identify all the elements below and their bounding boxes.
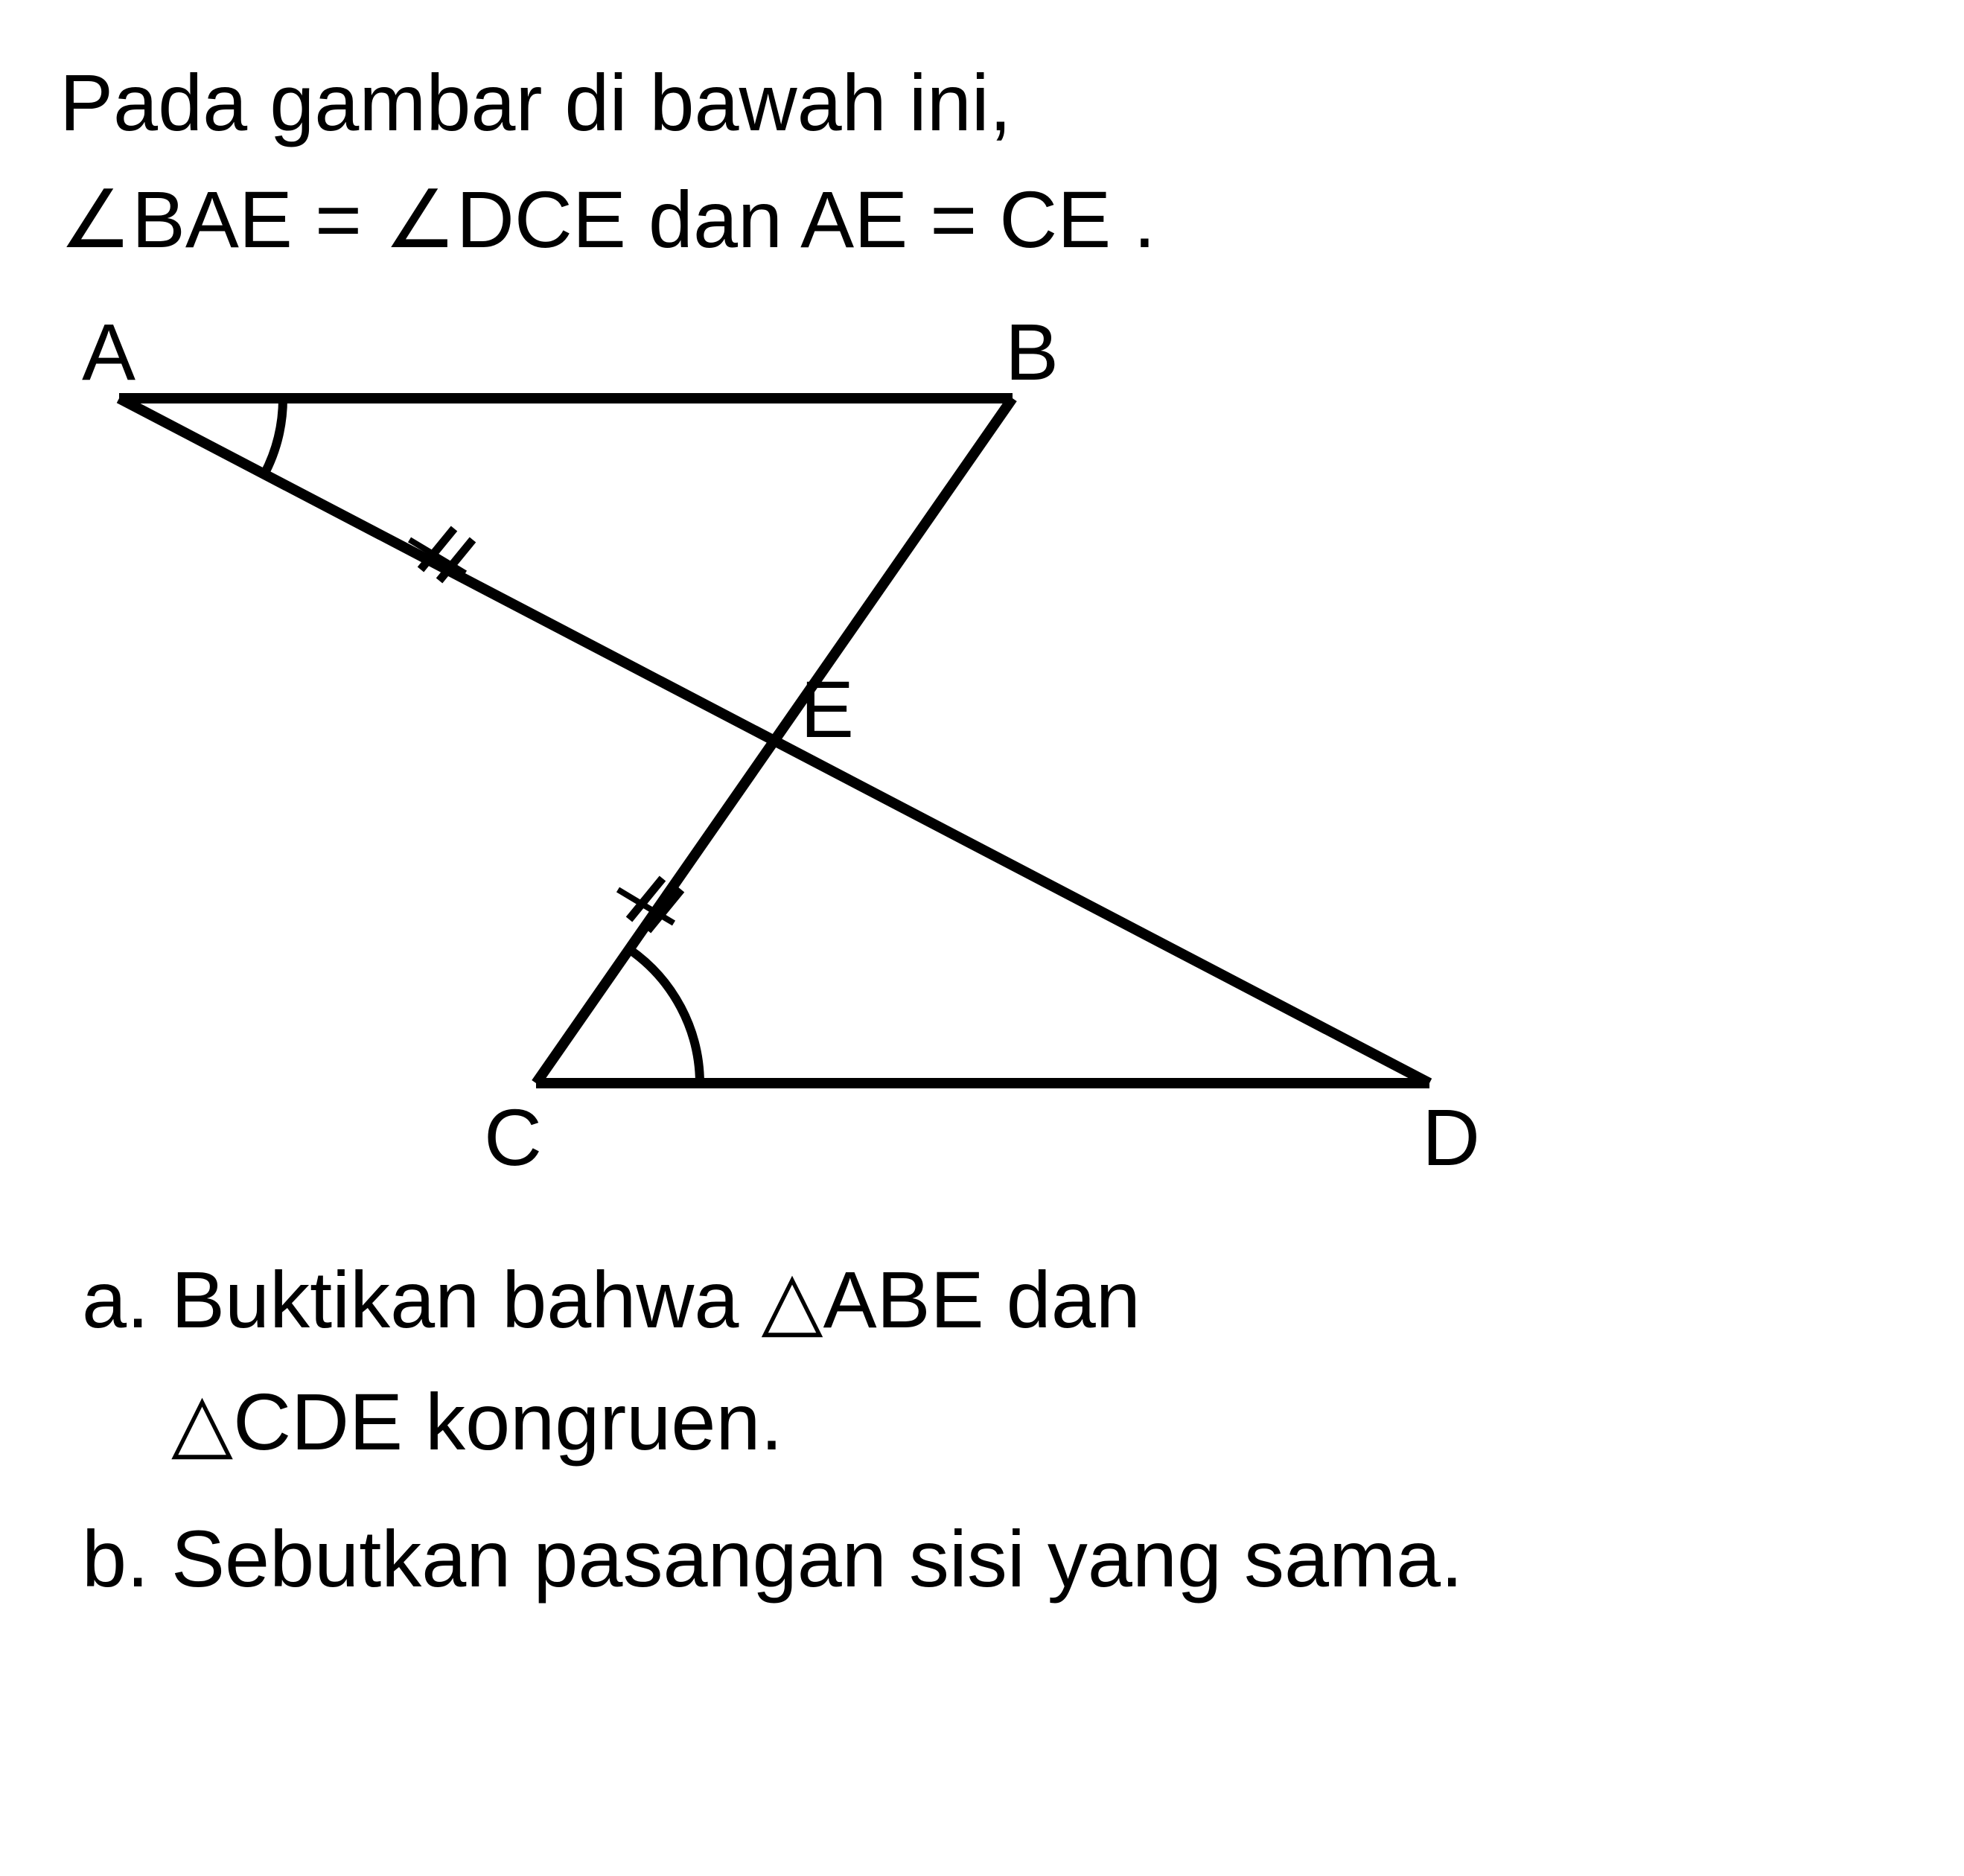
problem-line1: Pada gambar di bawah ini, — [60, 45, 1904, 162]
angle-arc-c — [629, 949, 700, 1083]
geometry-diagram: A B E C D — [60, 324, 1904, 1180]
conj-dan: dan — [648, 174, 800, 264]
vertex-label-c: C — [484, 1092, 542, 1180]
question-list: a. Buktikan bahwa △ABE dan △CDE kongruen… — [60, 1240, 1904, 1619]
question-marker-a: a. — [60, 1240, 171, 1484]
angle-bae: BAE — [132, 174, 293, 264]
vertex-label-d: D — [1422, 1092, 1480, 1180]
triangle-symbol-1: △ — [762, 1257, 823, 1345]
angle-arc-a — [264, 398, 283, 474]
question-item-a: a. Buktikan bahwa △ABE dan △CDE kongruen… — [60, 1240, 1904, 1484]
question-a-line2: △CDE kongruen. — [171, 1362, 1904, 1484]
problem-line2: ∠BAE = ∠DCE dan AE = CE . — [60, 162, 1904, 280]
side-equality: AE = CE . — [800, 174, 1155, 264]
vertex-label-a: A — [82, 324, 135, 397]
question-text-b: Sebutkan pasangan sisi yang sama. — [171, 1499, 1904, 1619]
equals-1: = — [315, 174, 384, 264]
page-content: Pada gambar di bawah ini, ∠BAE = ∠DCE da… — [60, 45, 1904, 1619]
vertex-label-e: E — [800, 664, 854, 754]
angle-symbol-2: ∠ — [384, 176, 456, 265]
question-marker-b: b. — [60, 1499, 171, 1619]
vertex-label-b: B — [1005, 324, 1059, 397]
diagram-svg: A B E C D — [60, 324, 1549, 1180]
problem-statement: Pada gambar di bawah ini, ∠BAE = ∠DCE da… — [60, 45, 1904, 279]
question-item-b: b. Sebutkan pasangan sisi yang sama. — [60, 1499, 1904, 1619]
question-text-a: Buktikan bahwa △ABE dan △CDE kongruen. — [171, 1240, 1904, 1484]
question-a-line1: Buktikan bahwa △ABE dan — [171, 1240, 1904, 1362]
triangle-symbol-2: △ — [171, 1379, 233, 1467]
angle-symbol-1: ∠ — [60, 176, 132, 265]
edge-ad — [119, 398, 1429, 1083]
angle-dce: DCE — [456, 174, 626, 264]
